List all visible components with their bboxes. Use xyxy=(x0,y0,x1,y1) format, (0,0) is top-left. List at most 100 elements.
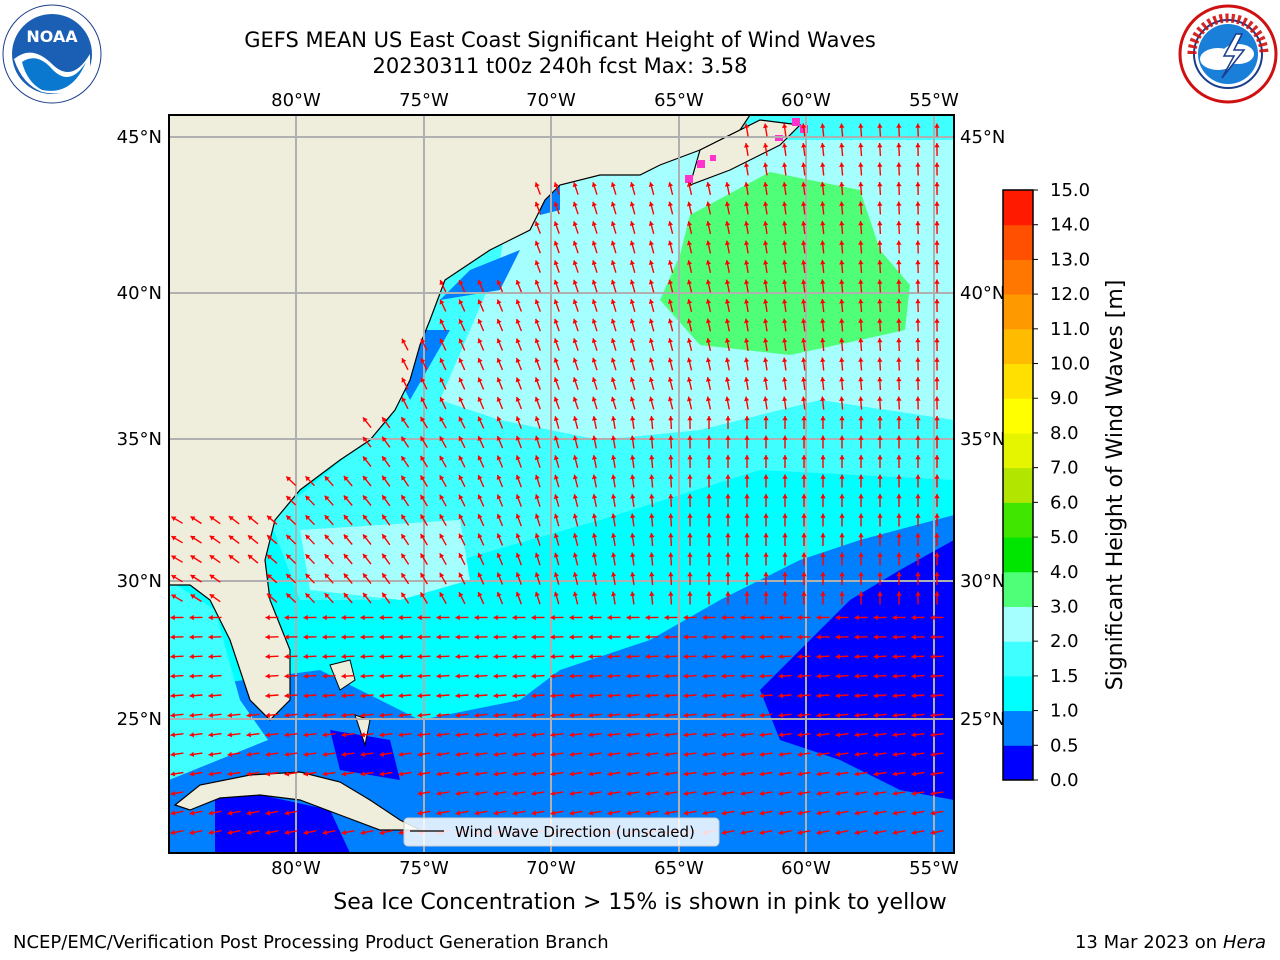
wave-direction-arrowhead xyxy=(820,240,826,245)
wave-direction-arrowhead xyxy=(341,732,347,738)
wave-direction-arrowhead xyxy=(588,751,594,757)
wave-direction-arrowhead xyxy=(744,279,750,285)
wave-direction-arrowhead xyxy=(515,455,521,461)
wave-direction-arrowhead xyxy=(911,771,917,777)
wave-direction-arrowhead xyxy=(896,318,902,323)
wave-direction-arrowhead xyxy=(744,377,750,382)
wave-direction-arrowhead xyxy=(667,377,674,382)
wave-direction-arrowhead xyxy=(534,513,540,519)
wave-direction-arrowhead xyxy=(401,417,406,423)
wave-direction-arrowhead xyxy=(458,358,464,363)
wave-direction-arrowhead xyxy=(607,751,613,757)
wave-direction-arrowhead xyxy=(382,553,387,559)
wave-direction-arrowhead xyxy=(649,552,655,557)
wave-direction-arrowhead xyxy=(648,260,654,265)
wave-direction-arrowhead xyxy=(398,751,404,757)
wave-direction-arrowhead xyxy=(705,377,712,382)
wave-direction-arrowhead xyxy=(648,201,654,207)
wave-direction-arrowhead xyxy=(759,673,764,679)
wave-direction-arrowhead xyxy=(782,533,788,538)
wave-direction-arrowhead xyxy=(553,338,559,344)
wave-direction-arrowhead xyxy=(534,435,540,441)
wave-direction-arrowhead xyxy=(630,435,636,441)
wave-direction-arrowhead xyxy=(170,673,175,679)
wave-direction-arrowhead xyxy=(553,513,559,519)
wave-direction-arrowhead xyxy=(648,240,654,246)
wave-direction-arrowhead xyxy=(782,260,788,265)
wave-direction-arrowhead xyxy=(664,771,670,777)
wave-direction-arrowhead xyxy=(496,475,502,480)
wave-direction-arrowhead xyxy=(702,732,708,738)
wave-direction-arrowhead xyxy=(493,653,498,660)
wave-direction-arrowhead xyxy=(382,534,387,540)
wave-direction-arrowhead xyxy=(820,435,826,440)
wave-direction-arrowhead xyxy=(801,435,807,440)
wave-direction-arrowhead xyxy=(686,182,693,187)
wave-direction-arrowhead xyxy=(687,416,693,421)
wave-direction-arrowhead xyxy=(474,653,479,660)
wave-direction-arrowhead xyxy=(458,397,464,402)
wave-direction-arrowhead xyxy=(782,318,788,324)
wave-direction-arrowhead xyxy=(896,201,902,206)
wave-direction-arrowhead xyxy=(591,240,597,246)
wave-direction-arrowhead xyxy=(797,829,803,836)
wave-direction-arrowhead xyxy=(550,673,555,679)
wave-direction-arrowhead xyxy=(417,790,423,796)
wave-direction-arrowhead xyxy=(664,614,669,621)
wave-direction-arrowhead xyxy=(801,455,807,460)
wave-direction-arrowhead xyxy=(474,751,480,757)
bahamas xyxy=(329,659,371,747)
wave-direction-arrowhead xyxy=(550,712,555,718)
wave-direction-arrowhead xyxy=(591,396,597,402)
wave-direction-arrowhead xyxy=(303,614,308,621)
wave-direction-arrowhead xyxy=(820,279,826,284)
wave-direction-arrowhead xyxy=(820,338,826,343)
wave-direction-arrowhead xyxy=(170,771,176,777)
wave-direction-arrowhead xyxy=(515,299,521,305)
wave-direction-arrowhead xyxy=(778,634,783,640)
wave-direction-arrowhead xyxy=(341,712,346,718)
wave-direction-arrowhead xyxy=(648,279,654,285)
wave-direction-arrowhead xyxy=(455,653,460,660)
wave-direction-arrowhead xyxy=(648,221,654,226)
wave-direction-arrowhead xyxy=(820,552,826,557)
wave-direction-arrowhead xyxy=(610,396,616,402)
wave-direction-arrowhead xyxy=(839,435,845,440)
wave-direction-arrowhead xyxy=(531,693,536,699)
wave-direction-arrowhead xyxy=(854,673,859,679)
colorbar-swatch xyxy=(1003,502,1033,538)
wave-direction-arrowhead xyxy=(458,572,464,578)
colorbar-tick-label: 4.0 xyxy=(1050,562,1079,583)
wave-direction-arrowhead xyxy=(607,732,613,738)
wave-direction-arrowhead xyxy=(854,614,859,621)
wave-direction-arrowhead xyxy=(284,693,289,699)
wave-direction-arrowhead xyxy=(630,572,636,577)
wave-direction-arrowhead xyxy=(170,614,175,621)
wave-direction-arrowhead xyxy=(702,614,707,621)
wave-direction-arrowhead xyxy=(379,673,384,679)
wave-direction-arrowhead xyxy=(667,299,674,304)
wave-direction-arrowhead xyxy=(267,593,273,599)
wave-direction-arrowhead xyxy=(629,338,635,343)
wave-direction-arrowhead xyxy=(398,771,404,777)
wave-direction-arrowhead xyxy=(934,143,940,148)
wave-direction-arrowhead xyxy=(839,591,845,596)
wave-direction-arrowhead xyxy=(493,634,498,640)
wave-direction-arrowhead xyxy=(512,693,517,699)
wave-direction-arrowhead xyxy=(474,790,480,796)
wave-direction-arrowhead xyxy=(512,634,517,640)
wave-direction-arrowhead xyxy=(569,614,574,621)
wave-direction-arrowhead xyxy=(401,592,406,598)
wave-direction-arrowhead xyxy=(286,593,292,599)
wave-direction-arrowhead xyxy=(515,513,521,519)
wave-direction-arrowhead xyxy=(324,495,330,501)
wave-direction-arrowhead xyxy=(626,771,632,777)
wave-direction-arrowhead xyxy=(930,771,936,777)
wave-direction-arrowhead xyxy=(763,240,769,246)
wave-direction-arrowhead xyxy=(645,634,650,640)
wave-direction-arrowhead xyxy=(534,591,540,597)
wave-direction-arrowhead xyxy=(171,594,177,600)
lat-label: 35°N xyxy=(117,429,162,450)
wave-direction-arrowhead xyxy=(896,552,902,557)
wave-direction-arrowhead xyxy=(629,377,635,382)
